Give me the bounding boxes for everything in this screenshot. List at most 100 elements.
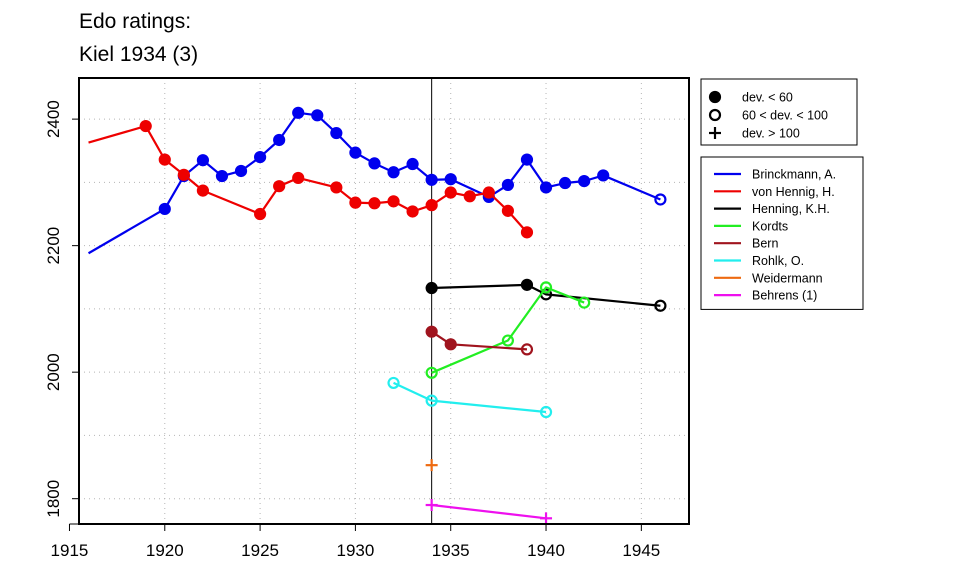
x-tick-label: 1915	[51, 541, 89, 560]
data-point-bern	[444, 338, 457, 351]
y-axis: 1800 2000 2200 2400	[44, 100, 80, 518]
data-point-von-hennig-h	[387, 195, 400, 208]
data-point-brinckmann-a	[520, 153, 534, 166]
series-line-rohlk-o	[393, 381, 547, 414]
data-point-brinckmann-a	[444, 173, 457, 186]
data-point-von-hennig-h	[177, 168, 190, 181]
data-point-von-hennig-h	[368, 197, 381, 210]
series-bern	[425, 325, 534, 356]
data-point-brinckmann-a	[273, 133, 286, 147]
data-point-brinckmann-a	[501, 178, 515, 192]
data-point-behrens-1	[540, 512, 553, 525]
series-legend-label: von Hennig, H.	[752, 185, 835, 199]
data-point-brinckmann-a	[654, 193, 667, 206]
data-point-brinckmann-a	[425, 173, 438, 186]
data-point-brinckmann-a	[558, 176, 572, 190]
x-tick-label: 1945	[622, 541, 660, 560]
series-brinckmann-a	[87, 106, 667, 255]
data-point-brinckmann-a	[215, 169, 229, 183]
data-point-von-hennig-h	[501, 204, 515, 217]
y-tick-label: 1800	[44, 480, 63, 518]
marker-legend-box	[700, 78, 858, 146]
data-point-bern	[425, 325, 438, 338]
data-point-von-hennig-h	[196, 184, 210, 197]
series-layer	[87, 106, 667, 525]
series-legend-label: Rohlk, O.	[752, 254, 804, 268]
data-point-brinckmann-a	[196, 154, 210, 167]
x-tick-label: 1940	[527, 541, 565, 560]
series-legend-label: Henning, K.H.	[752, 202, 830, 216]
series-line-henning-k-h	[431, 283, 661, 307]
series-legend-label: Behrens (1)	[752, 289, 817, 303]
chart-title-line-1: Edo ratings:	[79, 10, 191, 33]
y-tick-label: 2000	[44, 353, 63, 391]
data-point-von-hennig-h	[253, 207, 267, 221]
data-point-brinckmann-a	[234, 164, 248, 178]
data-point-weidermann	[425, 459, 438, 472]
series-legend-box	[700, 156, 864, 310]
series-line-behrens-1	[431, 503, 547, 520]
marker-legend-symbol	[708, 90, 722, 104]
series-kordts	[425, 281, 591, 379]
marker-legend-symbol	[708, 108, 722, 122]
plot-frame	[78, 77, 690, 525]
data-point-von-hennig-h	[406, 205, 419, 218]
data-point-brinckmann-a	[253, 150, 267, 164]
data-point-brinckmann-a	[158, 202, 171, 216]
data-point-brinckmann-a	[597, 169, 610, 182]
data-point-von-hennig-h	[292, 171, 305, 185]
marker-legend-label: dev. < 60	[742, 91, 793, 105]
data-point-brinckmann-a	[349, 146, 362, 159]
series-von-hennig-h	[88, 119, 534, 239]
data-point-von-hennig-h	[425, 199, 438, 212]
x-tick-label: 1920	[146, 541, 184, 560]
x-tick-label: 1930	[336, 541, 374, 560]
series-rohlk-o	[387, 376, 553, 419]
marker-legend: dev. < 60 60 < dev. < 100 dev. > 100	[700, 78, 858, 146]
marker-legend-label: dev. > 100	[742, 127, 800, 141]
data-point-brinckmann-a	[539, 181, 553, 194]
data-point-brinckmann-a	[292, 106, 305, 119]
data-point-von-hennig-h	[463, 190, 476, 203]
data-point-kordts	[501, 334, 515, 347]
data-point-behrens-1	[425, 499, 438, 512]
data-point-rohlk-o	[425, 394, 438, 407]
data-point-kordts	[578, 296, 591, 309]
series-henning-k-h	[425, 278, 667, 312]
marker-legend-label: 60 < dev. < 100	[742, 109, 828, 123]
data-point-henning-k-h	[425, 281, 438, 295]
data-point-von-hennig-h	[482, 186, 495, 199]
marker-legend-symbol	[709, 127, 721, 139]
chart-title-line-2: Kiel 1934 (3)	[79, 43, 198, 66]
series-line-brinckmann-a	[87, 111, 661, 255]
series-legend-label: Brinckmann, A.	[752, 168, 836, 182]
data-point-brinckmann-a	[368, 157, 381, 170]
data-point-rohlk-o	[539, 405, 553, 419]
data-point-von-hennig-h	[139, 119, 152, 133]
grid-lines	[79, 78, 689, 524]
data-point-von-hennig-h	[330, 181, 343, 194]
data-point-brinckmann-a	[311, 109, 324, 122]
series-weidermann	[425, 459, 438, 472]
series-legend-label: Weidermann	[752, 271, 823, 285]
series-legend-label: Kordts	[752, 219, 788, 233]
data-point-brinckmann-a	[387, 166, 400, 179]
data-point-von-hennig-h	[444, 186, 457, 199]
data-point-von-hennig-h	[158, 153, 171, 166]
data-point-brinckmann-a	[578, 175, 591, 188]
data-point-brinckmann-a	[330, 126, 343, 140]
data-point-bern	[520, 343, 534, 356]
x-tick-label: 1925	[241, 541, 279, 560]
x-tick-label: 1935	[432, 541, 470, 560]
data-point-von-hennig-h	[520, 226, 534, 239]
series-behrens-1	[425, 499, 553, 525]
y-tick-label: 2400	[44, 100, 63, 138]
series-line-kordts	[431, 286, 585, 374]
series-legend-label: Bern	[752, 237, 778, 251]
x-axis: 1915 1920 1925 1930 1935 1940 1945	[51, 523, 660, 560]
y-tick-label: 2200	[44, 227, 63, 265]
series-line-von-hennig-h	[88, 124, 528, 234]
data-point-kordts	[425, 366, 438, 379]
data-point-von-hennig-h	[349, 196, 362, 209]
